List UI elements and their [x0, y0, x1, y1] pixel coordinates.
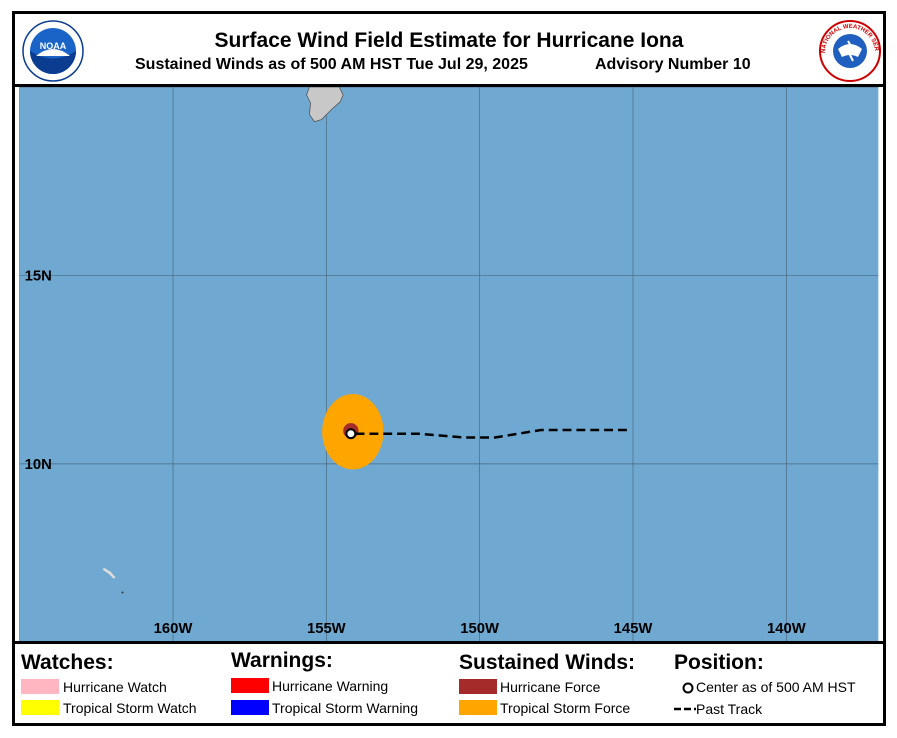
map-panel: 160W 155W 150W 145W 140W 15N 10N: [15, 84, 883, 644]
islet: [121, 591, 124, 594]
advisory-number: Advisory Number 10: [595, 56, 751, 73]
longitude-label: 155W: [307, 621, 346, 637]
axis-labels: 160W 155W 150W 145W 140W 15N 10N: [25, 268, 806, 637]
page-subtitle: Sustained Winds as of 500 AM HST Tue Jul…: [135, 56, 528, 73]
longitude-label: 145W: [614, 621, 653, 637]
center-position-icon: [682, 682, 694, 694]
tropical-storm-force-label: Tropical Storm Force: [500, 700, 631, 716]
noaa-logo-icon: NOAA: [22, 20, 84, 82]
johnston-atoll: [102, 567, 116, 579]
noaa-logo-text: NOAA: [40, 41, 67, 51]
hurricane-force-swatch: [459, 679, 497, 694]
latitude-label: 15N: [25, 268, 52, 284]
past-track-label: Past Track: [696, 701, 763, 717]
longitude-label: 160W: [154, 621, 193, 637]
past-track-line: [350, 428, 627, 439]
center-position-label: Center as of 500 AM HST: [696, 679, 856, 695]
legend-watches-heading: Watches:: [21, 651, 114, 674]
longitude-label: 150W: [460, 621, 499, 637]
graticule: [19, 87, 879, 641]
hurricane-force-label: Hurricane Force: [500, 679, 601, 695]
ocean: [19, 87, 879, 641]
hurricane-warning-label: Hurricane Warning: [272, 678, 389, 694]
legend-warnings-heading: Warnings:: [231, 649, 333, 672]
tropical-storm-warning-swatch: [231, 700, 269, 715]
longitude-label: 140W: [767, 621, 806, 637]
tropical-storm-watch-swatch: [21, 700, 59, 715]
tropical-storm-watch-label: Tropical Storm Watch: [63, 700, 197, 716]
legend-position-heading: Position:: [674, 651, 764, 674]
hurricane-watch-swatch: [21, 679, 59, 694]
hurricane-warning-swatch: [231, 678, 269, 693]
legend-winds-heading: Sustained Winds:: [459, 651, 635, 674]
latitude-label: 10N: [25, 457, 52, 473]
big-island-hawaii: [306, 87, 344, 123]
tropical-storm-force-swatch: [459, 700, 497, 715]
legend: Watches: Hurricane Watch Tropical Storm …: [15, 644, 883, 723]
past-track-line-icon: [674, 707, 696, 711]
header: NOAA Surface Wind Field Estimate for Hur…: [15, 14, 883, 84]
storm-wind-field: [322, 394, 627, 470]
tropical-storm-warning-label: Tropical Storm Warning: [272, 700, 419, 716]
storm-center-marker: [345, 428, 357, 440]
page-title: Surface Wind Field Estimate for Hurrican…: [214, 29, 684, 52]
hurricane-watch-label: Hurricane Watch: [63, 679, 167, 695]
figure-frame: NOAA Surface Wind Field Estimate for Hur…: [12, 11, 886, 726]
nws-logo-icon: NATIONAL WEATHER SERVICE: [818, 19, 881, 82]
